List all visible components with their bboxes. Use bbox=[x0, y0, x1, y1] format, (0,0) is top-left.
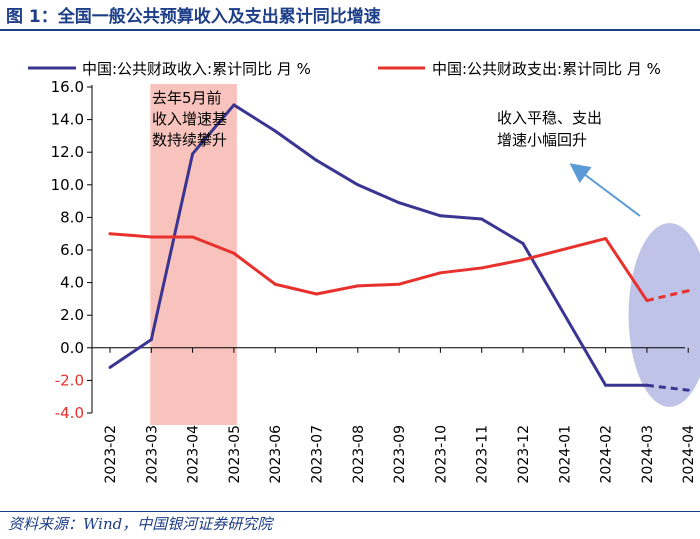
series-dashed-revenue bbox=[646, 383, 689, 392]
figure-title: 图 1：全国一般公共预算收入及支出累计同比增速 bbox=[6, 7, 381, 27]
x-tick-label: 2023-08 bbox=[351, 425, 367, 484]
x-tick-label: 2023-11 bbox=[475, 425, 491, 484]
data-point bbox=[480, 266, 484, 270]
y-tick-label: 4.0 bbox=[60, 274, 84, 292]
data-point bbox=[356, 183, 360, 187]
data-point bbox=[604, 237, 608, 241]
y-tick-label: 6.0 bbox=[60, 241, 84, 259]
y-tick-label: 10.0 bbox=[51, 176, 84, 194]
annotation-arrow bbox=[569, 163, 641, 217]
data-point bbox=[191, 235, 195, 239]
data-point bbox=[438, 271, 442, 275]
x-tick-label: 2023-10 bbox=[433, 425, 449, 484]
x-tick-label: 2023-07 bbox=[310, 425, 326, 484]
shaded-period-band bbox=[150, 84, 237, 425]
title-divider bbox=[0, 29, 700, 31]
y-tick-label: 8.0 bbox=[60, 208, 84, 226]
shaded-annotation-line: 收入增速基 bbox=[152, 110, 227, 128]
data-point bbox=[315, 292, 318, 296]
shaded-annotation-line: 数持续攀升 bbox=[152, 131, 227, 149]
data-point bbox=[480, 217, 484, 221]
y-tick-label: 12.0 bbox=[51, 143, 84, 161]
data-point bbox=[645, 299, 649, 303]
data-point bbox=[521, 258, 525, 262]
source-divider bbox=[0, 511, 700, 512]
y-tick-label: -2.0 bbox=[55, 371, 84, 389]
data-point bbox=[397, 282, 401, 286]
y-tick-label: 14.0 bbox=[51, 111, 84, 129]
data-point bbox=[397, 201, 401, 205]
x-tick-label: 2023-05 bbox=[227, 425, 243, 484]
data-point bbox=[315, 158, 318, 162]
x-tick-label: 2023-06 bbox=[268, 425, 284, 484]
x-tick-label: 2024-02 bbox=[599, 425, 615, 484]
data-point bbox=[438, 214, 442, 218]
data-point bbox=[521, 241, 525, 245]
highlight-ellipse bbox=[628, 223, 700, 407]
y-tick-label: 2.0 bbox=[60, 306, 84, 324]
data-point bbox=[356, 284, 360, 288]
y-tick-label: 0.0 bbox=[60, 339, 84, 357]
data-point bbox=[108, 365, 112, 369]
x-tick-label: 2024-01 bbox=[557, 425, 573, 484]
y-tick-label: 16.0 bbox=[51, 78, 84, 96]
source-note: 资料来源：Wind，中国银河证券研究院 bbox=[8, 515, 273, 533]
x-tick-label: 2024-03 bbox=[640, 425, 656, 484]
data-point bbox=[686, 388, 690, 392]
x-tick-label: 2023-09 bbox=[392, 425, 408, 484]
x-tick-label: 2023-04 bbox=[186, 425, 202, 484]
ellipse-annotation-line: 收入平稳、支出 bbox=[497, 109, 602, 127]
data-point bbox=[273, 129, 277, 133]
data-point bbox=[645, 383, 649, 387]
x-tick-label: 2023-12 bbox=[516, 425, 532, 484]
y-tick-label: -4.0 bbox=[55, 404, 84, 422]
legend-label: 中国:公共财政收入:累计同比 月 % bbox=[82, 60, 311, 78]
data-point bbox=[232, 251, 236, 255]
data-point bbox=[273, 282, 277, 286]
ellipse-annotation-line: 增速小幅回升 bbox=[497, 131, 587, 149]
legend-label: 中国:公共财政支出:累计同比 月 % bbox=[432, 60, 661, 78]
x-tick-label: 2023-03 bbox=[144, 425, 160, 484]
data-point bbox=[108, 232, 112, 236]
data-point bbox=[149, 338, 153, 342]
x-tick-label: 2023-02 bbox=[103, 425, 119, 484]
data-point bbox=[149, 235, 153, 239]
data-point bbox=[686, 289, 690, 293]
data-point bbox=[604, 383, 608, 387]
data-point bbox=[191, 152, 195, 156]
shaded-annotation-line: 去年5月前 bbox=[152, 89, 222, 107]
data-point bbox=[232, 103, 236, 107]
x-tick-label: 2024-04 bbox=[681, 425, 697, 484]
